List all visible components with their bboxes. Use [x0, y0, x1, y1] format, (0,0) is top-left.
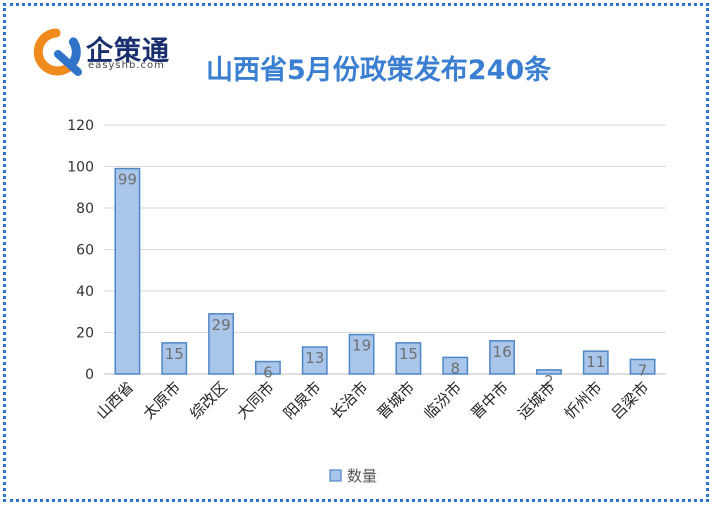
data-label: 16	[493, 343, 512, 361]
data-label: 29	[212, 316, 231, 334]
y-tick-label: 20	[76, 326, 94, 342]
chart-title: 山西省5月份政策发布240条	[206, 55, 552, 86]
x-tick-label: 晋城市	[374, 378, 419, 423]
y-tick-label: 40	[76, 284, 94, 300]
bar	[254, 360, 281, 375]
logo-icon	[33, 28, 82, 76]
y-tick-label: 80	[76, 201, 94, 217]
data-label: 2	[544, 372, 554, 390]
logo-domain: easyshb.com	[88, 60, 165, 71]
data-label: 15	[399, 345, 418, 363]
bar	[582, 350, 609, 375]
logo: 企策通 easyshb.com	[30, 27, 180, 77]
x-tick-label: 太原市	[140, 378, 185, 423]
x-tick-label: 吕梁市	[608, 378, 653, 423]
bar	[442, 356, 469, 375]
y-tick-label: 0	[85, 367, 94, 383]
data-label: 8	[450, 359, 460, 377]
x-tick-label: 运城市	[514, 378, 559, 423]
logo-name: 企策通	[86, 36, 170, 67]
data-label: 7	[638, 361, 648, 379]
data-label: 15	[165, 345, 184, 363]
bar	[114, 167, 141, 375]
x-tick-label: 大同市	[233, 378, 278, 423]
data-label: 6	[263, 364, 273, 382]
legend-swatch	[329, 469, 342, 482]
y-tick-label: 60	[76, 243, 94, 259]
bar	[395, 342, 422, 375]
x-tick-label: 综改区	[186, 378, 231, 423]
x-tick-label: 忻州市	[561, 378, 606, 423]
bar	[535, 369, 562, 375]
x-tick-label: 临汾市	[421, 378, 466, 423]
legend-label: 数量	[347, 467, 377, 485]
bar	[629, 358, 656, 375]
x-tick-label: 阳泉市	[280, 378, 325, 423]
y-tick-label: 120	[67, 118, 94, 134]
data-label: 11	[586, 353, 605, 371]
bar	[208, 313, 235, 375]
bar	[161, 342, 188, 375]
x-tick-label: 晋中市	[467, 378, 512, 423]
bar	[489, 340, 516, 375]
y-tick-label: 100	[67, 160, 94, 176]
data-label: 99	[118, 171, 137, 189]
data-label: 19	[352, 337, 371, 355]
bar	[348, 333, 375, 375]
x-tick-label: 长治市	[327, 378, 372, 423]
x-tick-label: 山西省	[93, 378, 138, 423]
data-label: 13	[305, 349, 324, 367]
bar	[301, 346, 328, 375]
